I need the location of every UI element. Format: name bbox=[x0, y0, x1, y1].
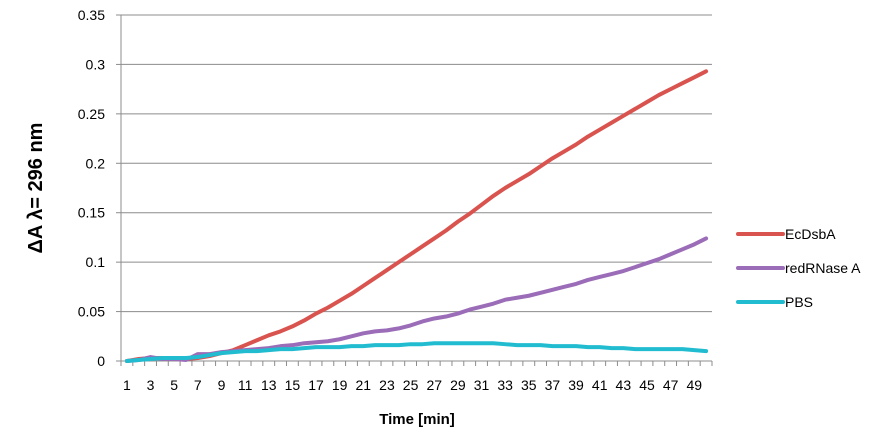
legend-entry-label: PBS bbox=[785, 294, 813, 310]
x-tick-label: 35 bbox=[521, 377, 537, 393]
gridlines bbox=[121, 14, 712, 313]
x-tick-label: 31 bbox=[474, 377, 490, 393]
x-tick-label: 45 bbox=[639, 377, 655, 393]
x-tick-label: 29 bbox=[450, 377, 466, 393]
series-lines bbox=[124, 69, 709, 363]
x-tick-label: 9 bbox=[218, 377, 226, 393]
legend-entry-label: redRNase A bbox=[785, 260, 861, 276]
y-tick-label: 0.35 bbox=[78, 7, 105, 23]
x-axis-title: Time [min] bbox=[379, 411, 455, 428]
x-tick-label: 27 bbox=[426, 377, 442, 393]
x-axis-ticks: 1 3 5 7 9 11 13 15 17 19 21 23 25 27 29 31 33 35 37 39 41 43 4… bbox=[120, 361, 713, 393]
legend-entry-label: EcDsbA bbox=[785, 226, 836, 242]
x-tick-label: 37 bbox=[545, 377, 561, 393]
x-tick-label: 5 bbox=[170, 377, 178, 393]
x-tick-label: 7 bbox=[194, 377, 202, 393]
x-tick-label: 13 bbox=[261, 377, 277, 393]
x-tick-label: 1 bbox=[123, 377, 131, 393]
y-axis-title: ΔA λ= 296 nm bbox=[25, 123, 47, 254]
x-tick-label: 15 bbox=[285, 377, 301, 393]
y-tick-label: 0.05 bbox=[78, 304, 105, 320]
x-tick-label: 3 bbox=[147, 377, 155, 393]
x-tick-label: 25 bbox=[403, 377, 419, 393]
x-tick-label: 23 bbox=[379, 377, 395, 393]
y-tick-label: 0 bbox=[97, 353, 105, 369]
y-tick-label: 0.2 bbox=[86, 155, 106, 171]
x-tick-label: 11 bbox=[238, 377, 253, 393]
x-tick-label: 33 bbox=[497, 377, 513, 393]
y-tick-label: 0.1 bbox=[86, 254, 106, 270]
axes bbox=[120, 15, 712, 362]
legend: EcDsbA redRNase A PBS bbox=[736, 226, 861, 310]
x-tick-label: 41 bbox=[592, 377, 608, 393]
y-tick-label: 0.3 bbox=[86, 56, 106, 72]
x-tick-label: 39 bbox=[568, 377, 584, 393]
x-tick-label: 17 bbox=[308, 377, 324, 393]
y-tick-label: 0.15 bbox=[78, 205, 105, 221]
x-tick-label: 43 bbox=[616, 377, 632, 393]
x-tick-label: 21 bbox=[356, 377, 372, 393]
x-tick-label: 49 bbox=[686, 377, 702, 393]
y-axis-ticks: 0 0.05 0.1 0.15 0.2 0.25 0.3 0.35 bbox=[78, 7, 121, 369]
x-tick-label: 47 bbox=[663, 377, 679, 393]
series-line-ecdsba bbox=[124, 69, 709, 363]
y-tick-label: 0.25 bbox=[78, 106, 105, 122]
series-line-pbs bbox=[124, 341, 709, 363]
x-tick-label: 19 bbox=[332, 377, 348, 393]
